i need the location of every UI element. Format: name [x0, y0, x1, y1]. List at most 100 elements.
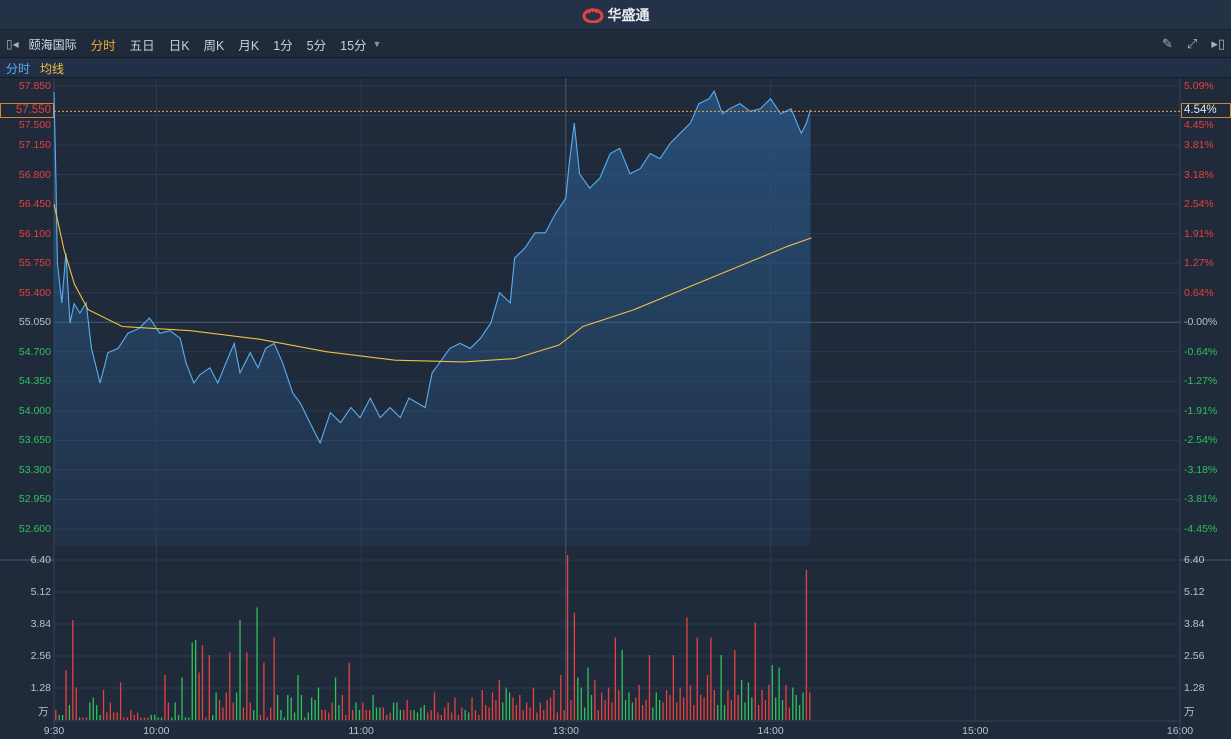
volume-bar: [689, 685, 692, 720]
volume-bar: [430, 710, 432, 720]
collapse-left-icon[interactable]: ▯◂: [6, 37, 19, 51]
tab-1min[interactable]: 1分: [273, 38, 293, 53]
volume-bar: [655, 692, 657, 720]
pencil-icon[interactable]: ✎: [1162, 36, 1173, 51]
volume-bar: [263, 662, 265, 720]
volume-bar: [474, 710, 477, 720]
volume-bar: [328, 712, 330, 720]
volume-bar: [222, 707, 224, 720]
volume-bar: [723, 705, 726, 720]
intraday-chart[interactable]: [0, 78, 1231, 739]
volume-bar: [311, 697, 313, 720]
volume-tick-label: 1.28: [30, 682, 51, 694]
volume-bar: [280, 710, 282, 720]
fullscreen-icon[interactable]: ⤢: [1186, 36, 1198, 51]
volume-bar: [249, 702, 251, 720]
tab-5min[interactable]: 5分: [306, 38, 327, 53]
volume-bar: [317, 687, 320, 720]
volume-tick-label-right: 2.56: [1184, 650, 1205, 662]
volume-bar: [587, 667, 589, 720]
current-price-box: 57.550: [0, 103, 54, 119]
volume-bar: [154, 715, 156, 720]
tab-daily-k[interactable]: 日K: [168, 38, 190, 53]
volume-bar: [181, 677, 183, 720]
volume-tick-label: 6.40: [30, 554, 51, 566]
volume-bar: [805, 570, 808, 720]
volume-unit-label-right: 万: [1184, 706, 1195, 718]
price-tick-label: 56.100: [18, 227, 51, 240]
volume-bar: [727, 690, 729, 720]
volume-bar: [485, 705, 487, 720]
volume-bar: [433, 692, 436, 720]
volume-bar: [624, 700, 627, 720]
tab-15min[interactable]: 15分: [340, 38, 367, 53]
current-change-box: 4.54%: [1181, 103, 1231, 119]
volume-bar: [321, 710, 323, 720]
volume-bar: [461, 707, 463, 720]
volume-bar: [604, 700, 606, 720]
volume-bar: [382, 707, 384, 720]
volume-bar: [362, 702, 364, 720]
volume-bar: [184, 717, 187, 720]
volume-bar: [512, 697, 514, 720]
volume-bar: [444, 707, 446, 720]
volume-bar: [314, 700, 316, 720]
chevron-down-icon[interactable]: ▼: [372, 39, 382, 49]
volume-bar: [113, 712, 115, 720]
volume-bar: [676, 702, 678, 720]
tab-weekly-k[interactable]: 周K: [203, 38, 225, 53]
volume-bar: [300, 695, 303, 720]
volume-bar: [478, 715, 480, 720]
volume-bar: [536, 712, 538, 720]
volume-bar: [403, 710, 405, 720]
volume-bar: [102, 690, 105, 720]
volume-bar: [157, 717, 159, 720]
volume-bar: [717, 705, 719, 720]
volume-bar: [710, 637, 712, 720]
volume-bar: [78, 717, 81, 720]
volume-bar: [706, 675, 709, 720]
volume-bar: [560, 675, 562, 720]
volume-tick-label-right: 6.40: [1184, 554, 1205, 566]
volume-bar: [659, 700, 661, 720]
price-tick-label: 52.950: [18, 493, 51, 506]
volume-bar: [682, 697, 685, 720]
toolbar: ▯◂ 颐海国际 分时 五日 日K 周K 月K 1分 5分 15分 ▼ ✎ ⤢ ▸…: [0, 31, 1231, 58]
volume-bar: [570, 700, 572, 720]
percent-tick-label: -1.91%: [1184, 404, 1218, 417]
average-line: [53, 203, 812, 363]
volume-bar: [55, 710, 57, 720]
volume-bar: [525, 702, 528, 720]
collapse-right-icon[interactable]: ▸▯: [1211, 36, 1225, 51]
legend-price: 分时: [6, 61, 31, 76]
volume-bar: [259, 715, 262, 720]
tab-monthly-k[interactable]: 月K: [238, 38, 260, 53]
volume-bar: [505, 687, 507, 720]
volume-bar: [532, 687, 535, 720]
volume-bar: [543, 710, 545, 720]
volume-bar: [713, 690, 715, 720]
volume-bar: [744, 702, 746, 720]
tab-intraday[interactable]: 分时: [90, 38, 116, 53]
volume-bar: [539, 702, 541, 720]
volume-bar: [467, 712, 470, 720]
volume-bar: [420, 707, 422, 720]
volume-bar: [106, 712, 108, 720]
percent-tick-label: 3.81%: [1184, 139, 1214, 152]
volume-bar: [601, 692, 603, 720]
volume-bar: [369, 710, 371, 720]
volume-bar: [495, 700, 497, 720]
volume-bar: [399, 710, 402, 720]
volume-bar: [150, 715, 152, 720]
volume-bar: [648, 655, 651, 720]
price-tick-label: 56.800: [18, 168, 51, 181]
volume-bar: [242, 707, 245, 720]
volume-bar: [696, 637, 698, 720]
volume-bar: [621, 650, 623, 720]
volume-bar: [652, 707, 654, 720]
volume-bar: [75, 687, 77, 720]
volume-bar: [96, 705, 98, 720]
tab-five-day[interactable]: 五日: [129, 38, 155, 53]
volume-bar: [406, 700, 408, 720]
volume-bar: [341, 695, 344, 720]
